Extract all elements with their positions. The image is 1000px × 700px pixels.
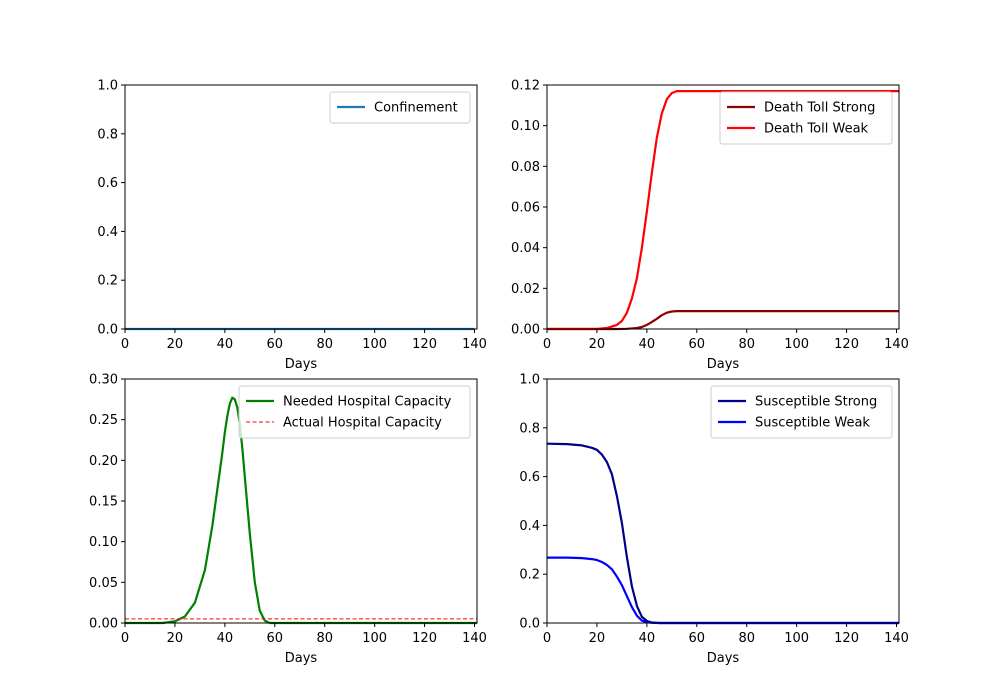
legend: Death Toll Strong Death Toll Weak xyxy=(719,91,893,145)
legend-entry: Confinement xyxy=(374,101,458,116)
plot-frame xyxy=(124,84,478,330)
legend-entry: Susceptible Weak xyxy=(755,416,870,431)
x-tick-label: 80 xyxy=(738,337,755,352)
y-tick-label: 0.4 xyxy=(519,519,540,534)
legend-entry: Actual Hospital Capacity xyxy=(283,416,442,431)
legend: Needed Hospital Capacity Actual Hospital … xyxy=(238,385,471,439)
x-tick-label: 60 xyxy=(267,337,284,352)
legend: Susceptible Strong Susceptible Weak xyxy=(710,385,893,439)
y-tick-label: 0.2 xyxy=(97,274,118,289)
x-axis-label: Days xyxy=(707,651,740,666)
legend-box xyxy=(238,385,471,439)
legend-box xyxy=(329,91,471,124)
subplot-4: 0 20 40 60 80 100 120 140 0.0 0.2 0.4 0.6 0.8 1.0 Days… xyxy=(519,373,909,667)
x-tick-label: 100 xyxy=(362,337,387,352)
legend-entry: Death Toll Strong xyxy=(764,101,875,116)
y-tick-label: 0.10 xyxy=(511,119,540,134)
x-tick-label: 80 xyxy=(316,631,333,646)
x-tick-label: 60 xyxy=(689,337,706,352)
y-tick-label: 0.0 xyxy=(519,617,540,632)
plot-frame xyxy=(546,378,900,624)
x-tick-label: 40 xyxy=(217,337,234,352)
x-tick-label: 120 xyxy=(834,337,859,352)
y-tick-label: 0.12 xyxy=(511,79,540,94)
x-tick-label: 20 xyxy=(589,631,606,646)
x-tick-label: 80 xyxy=(738,631,755,646)
y-tick-label: 0.4 xyxy=(97,225,118,240)
x-tick-label: 40 xyxy=(217,631,234,646)
legend-entry: Death Toll Weak xyxy=(764,122,869,137)
x-tick-label: 20 xyxy=(167,631,184,646)
x-tick-label: 60 xyxy=(689,631,706,646)
y-tick-label: 0.6 xyxy=(97,176,118,191)
y-tick-label: 0.00 xyxy=(511,323,540,338)
y-tick-label: 0.02 xyxy=(511,282,540,297)
legend-box xyxy=(719,91,893,145)
x-tick-label: 20 xyxy=(589,337,606,352)
y-tick-label: 1.0 xyxy=(519,373,540,388)
y-tick-label: 0.8 xyxy=(519,421,540,436)
y-tick-label: 0.8 xyxy=(97,127,118,142)
y-tick-label: 0.08 xyxy=(511,160,540,175)
x-axis-label: Days xyxy=(285,651,318,666)
series-line-2 xyxy=(547,89,899,331)
series-line-1 xyxy=(547,442,899,625)
y-tick-label: 0.0 xyxy=(97,323,118,338)
series-line-1 xyxy=(547,310,899,331)
legend: Confinement xyxy=(329,91,471,124)
x-tick-label: 140 xyxy=(884,337,909,352)
subplot-2: 0 20 40 60 80 100 120 140 0.00 0.02 0.04 0.06 0.08 0.… xyxy=(511,79,909,373)
y-tick-label: 0.15 xyxy=(89,495,118,510)
x-tick-label: 20 xyxy=(167,337,184,352)
y-tick-label: 0.05 xyxy=(89,576,118,591)
y-tick-label: 0.25 xyxy=(89,413,118,428)
legend-box xyxy=(710,385,893,439)
x-tick-label: 0 xyxy=(121,337,129,352)
y-tick-label: 0.6 xyxy=(519,470,540,485)
x-tick-label: 0 xyxy=(121,631,129,646)
x-tick-label: 140 xyxy=(462,337,487,352)
x-tick-label: 100 xyxy=(784,337,809,352)
y-tick-label: 1.0 xyxy=(97,79,118,94)
y-tick-label: 0.06 xyxy=(511,201,540,216)
x-tick-label: 40 xyxy=(639,631,656,646)
subplot-1: 0 20 40 60 80 100 120 140 0.0 0.2 0.4 0.6 0.8 1.0 Days… xyxy=(97,79,487,373)
x-tick-label: 0 xyxy=(543,337,551,352)
x-tick-label: 120 xyxy=(412,631,437,646)
x-tick-label: 140 xyxy=(462,631,487,646)
x-tick-label: 40 xyxy=(639,337,656,352)
y-tick-label: 0.10 xyxy=(89,535,118,550)
x-tick-label: 120 xyxy=(412,337,437,352)
x-tick-label: 100 xyxy=(784,631,809,646)
x-axis-label: Days xyxy=(707,357,740,372)
subplot-3: 0 20 40 60 80 100 120 140 0.00 0.05 0.10 0.15 0.20 0.… xyxy=(89,373,487,667)
x-tick-label: 100 xyxy=(362,631,387,646)
x-tick-label: 80 xyxy=(316,337,333,352)
y-tick-label: 0.04 xyxy=(511,241,540,256)
legend-entry: Susceptible Strong xyxy=(755,395,877,410)
x-tick-label: 120 xyxy=(834,631,859,646)
x-axis-label: Days xyxy=(285,357,318,372)
series-line-2 xyxy=(547,556,899,625)
y-tick-label: 0.00 xyxy=(89,617,118,632)
x-tick-label: 140 xyxy=(884,631,909,646)
legend-entry: Needed Hospital Capacity xyxy=(283,395,452,410)
y-tick-label: 0.20 xyxy=(89,454,118,469)
y-tick-label: 0.30 xyxy=(89,373,118,388)
y-tick-label: 0.2 xyxy=(519,568,540,583)
x-tick-label: 60 xyxy=(267,631,284,646)
x-tick-label: 0 xyxy=(543,631,551,646)
